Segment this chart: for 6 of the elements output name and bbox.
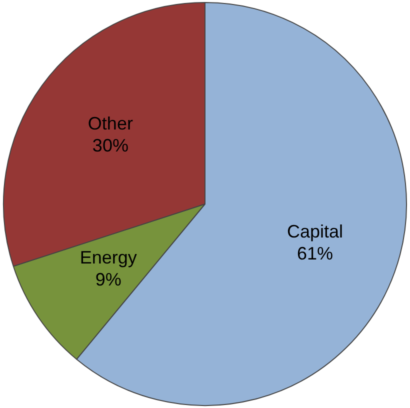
data-label: 61% [296, 244, 333, 264]
slice-label: Other [88, 113, 133, 134]
slice-label: Capital [286, 222, 343, 242]
data-label: 9% [95, 270, 122, 290]
slice-label: Energy [80, 248, 137, 268]
data-label: 30% [92, 135, 128, 156]
